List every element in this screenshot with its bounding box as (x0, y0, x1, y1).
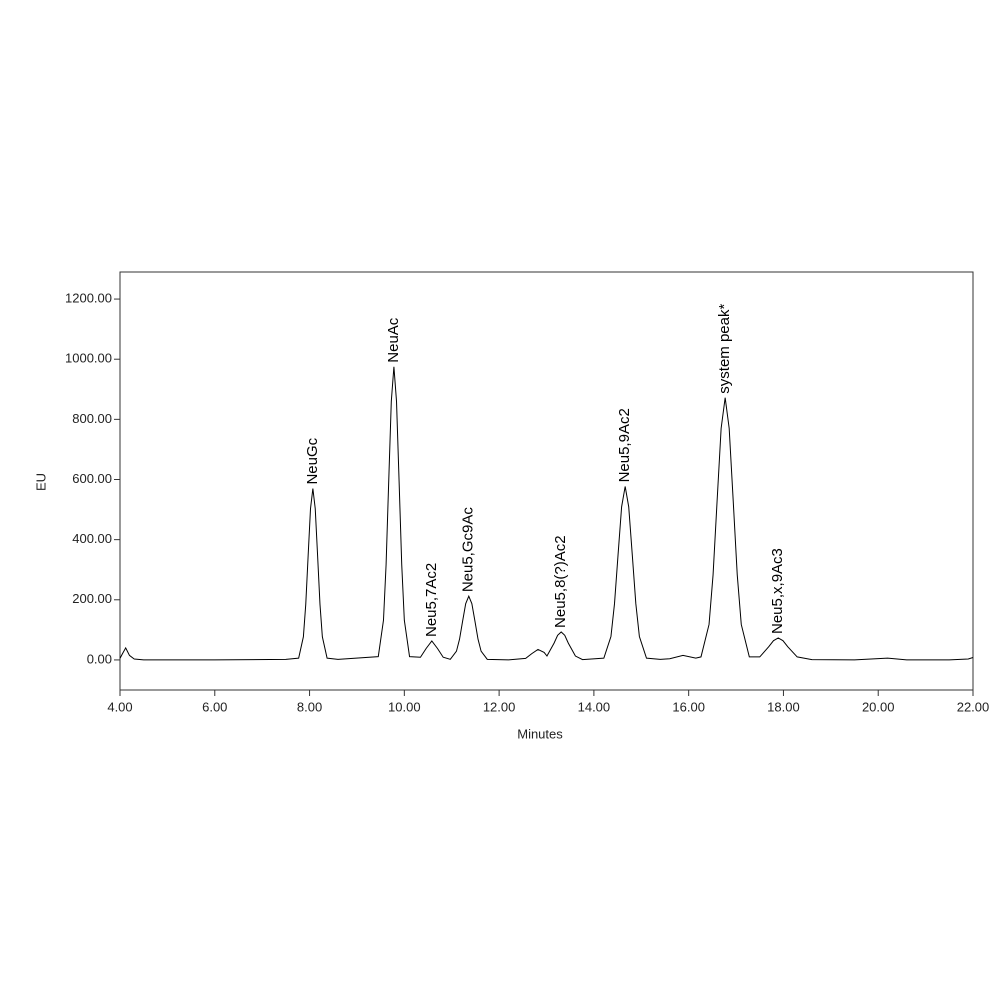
x-axis-label: Minutes (517, 726, 563, 741)
x-tick-label: 4.00 (107, 699, 132, 714)
y-tick-label: 1000.00 (65, 351, 112, 366)
peak-label: Neu5,9Ac2 (616, 408, 633, 482)
y-tick-label: 1200.00 (65, 291, 112, 306)
peak-label: Neu5,Gc9Ac (460, 507, 477, 593)
x-tick-label: 12.00 (483, 699, 516, 714)
peak-label: NeuGc (304, 437, 321, 484)
x-tick-label: 6.00 (202, 699, 227, 714)
x-tick-label: 14.00 (578, 699, 611, 714)
x-tick-label: 10.00 (388, 699, 421, 714)
x-tick-label: 18.00 (767, 699, 800, 714)
y-tick-label: 400.00 (72, 531, 112, 546)
y-axis-label: EU (33, 473, 48, 491)
plot-frame (119, 271, 974, 691)
x-tick-label: 20.00 (862, 699, 895, 714)
x-tick-label: 8.00 (297, 699, 322, 714)
y-tick-label: 600.00 (72, 471, 112, 486)
peak-label: Neu5,8(?)Ac2 (552, 535, 569, 628)
y-tick-label: 0.00 (87, 651, 112, 666)
y-tick-label: 800.00 (72, 411, 112, 426)
x-tick-label: 16.00 (672, 699, 705, 714)
peak-label: Neu5,7Ac2 (423, 563, 440, 637)
x-tick-label: 22.00 (957, 699, 990, 714)
y-tick-label: 200.00 (72, 591, 112, 606)
peak-label: Neu5,x,9Ac3 (769, 548, 786, 634)
chromatogram-trace (119, 366, 974, 661)
peak-label: system peak* (716, 304, 733, 394)
peak-label: NeuAc (385, 317, 402, 363)
